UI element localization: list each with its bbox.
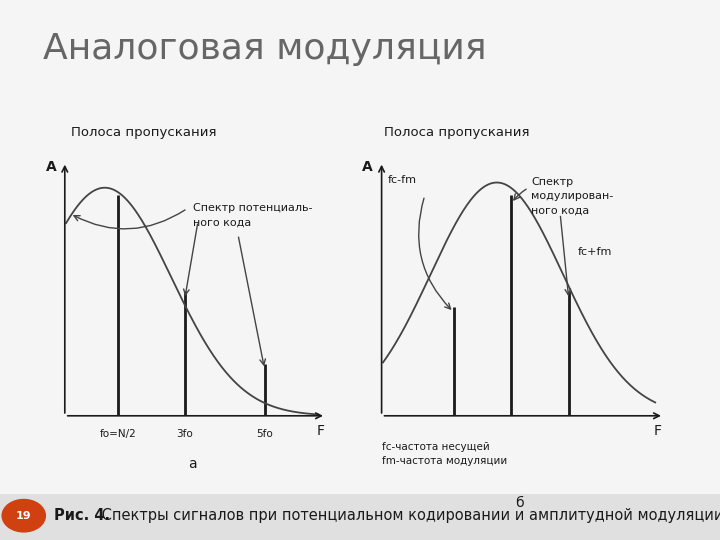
Text: а: а (189, 457, 197, 471)
Text: А: А (362, 160, 372, 174)
FancyBboxPatch shape (0, 494, 720, 540)
Text: Спектры сигналов при потенциальном кодировании и амплитудной модуляции: Спектры сигналов при потенциальном кодир… (97, 508, 720, 523)
Text: Аналоговая модуляция: Аналоговая модуляция (43, 32, 487, 66)
Text: Спектр
модулирован-
ного кода: Спектр модулирован- ного кода (531, 177, 613, 215)
Text: А: А (46, 160, 57, 174)
Text: fo=N/2: fo=N/2 (99, 429, 137, 438)
Text: б: б (516, 496, 524, 510)
Text: F: F (654, 424, 662, 438)
Circle shape (2, 500, 45, 532)
Text: F: F (317, 424, 325, 438)
Text: 3fo: 3fo (176, 429, 193, 438)
Text: 19: 19 (16, 511, 32, 521)
Text: fc-частота несущей
fm-частота модуляции: fc-частота несущей fm-частота модуляции (382, 442, 507, 465)
Text: fc+fm: fc+fm (577, 247, 612, 257)
Text: fc-fm: fc-fm (387, 174, 416, 185)
Text: 5fo: 5fo (256, 429, 273, 438)
Text: Полоса пропускания: Полоса пропускания (384, 126, 530, 139)
Text: Рис. 4.: Рис. 4. (54, 508, 110, 523)
Text: Полоса пропускания: Полоса пропускания (71, 126, 217, 139)
Text: Спектр потенциаль-
ного кода: Спектр потенциаль- ного кода (193, 203, 312, 227)
